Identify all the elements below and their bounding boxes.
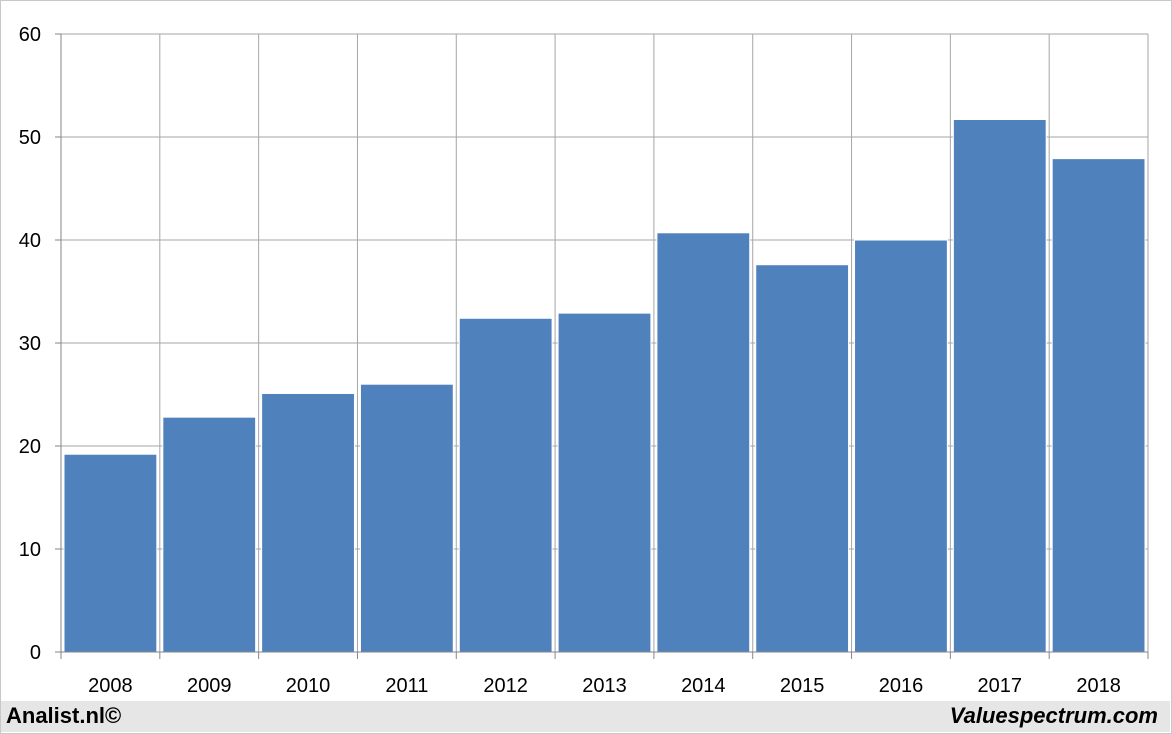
- x-tick-label: 2016: [879, 675, 924, 697]
- x-tick-label: 2010: [286, 675, 331, 697]
- bar-2018: [1051, 158, 1146, 653]
- y-tick-label: 10: [19, 539, 41, 561]
- x-tick-label: 2013: [582, 675, 627, 697]
- bar-2014: [656, 232, 751, 653]
- bar-2009: [162, 416, 257, 653]
- bar-2013: [557, 312, 652, 653]
- bar-2012: [458, 317, 553, 653]
- analist-credit: Analist.nl©: [6, 703, 122, 728]
- footer-band: [1, 701, 1170, 732]
- tick-labels: 0 10 20 30 40 50 60 2008 2009 2010 2011 2012 2013 201…: [19, 24, 1121, 697]
- x-tick-label: 2012: [483, 675, 528, 697]
- bar-2010: [261, 392, 355, 653]
- x-tick-label: 2018: [1076, 675, 1121, 697]
- bar-2011: [359, 383, 454, 653]
- x-tick-label: 2017: [978, 675, 1023, 697]
- y-tick-label: 60: [19, 24, 41, 46]
- x-tick-label: 2009: [187, 675, 232, 697]
- bars: [63, 118, 1146, 653]
- bar-2017: [952, 118, 1047, 653]
- bar-2016: [854, 239, 948, 653]
- y-tick-label: 40: [19, 230, 41, 252]
- y-tick-label: 50: [19, 127, 41, 149]
- axes: [55, 33, 1149, 659]
- x-tick-label: 2015: [780, 675, 825, 697]
- y-tick-label: 20: [19, 436, 41, 458]
- bar-2015: [755, 264, 850, 653]
- y-tick-label: 30: [19, 333, 41, 355]
- x-tick-label: 2011: [385, 675, 428, 697]
- x-tick-label: 2008: [88, 675, 133, 697]
- x-tick-label: 2014: [681, 675, 726, 697]
- bar-2008: [63, 453, 158, 653]
- valuespectrum-credit: Valuespectrum.com: [949, 703, 1158, 728]
- y-tick-label: 0: [30, 642, 41, 664]
